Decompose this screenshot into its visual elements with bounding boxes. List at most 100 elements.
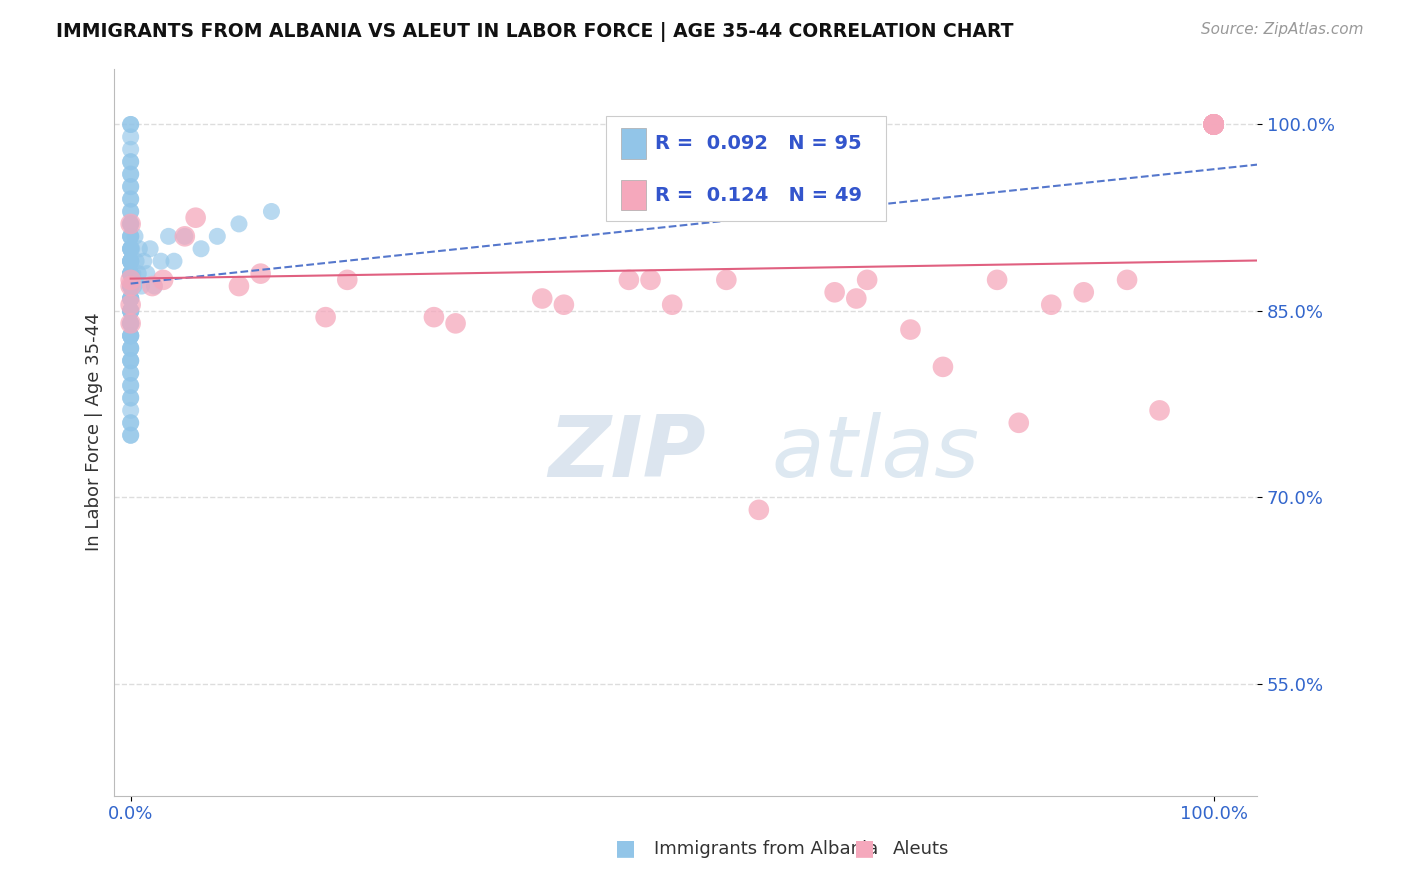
Point [661,298,683,312]
Point [120,378,142,392]
Point [120,378,142,392]
Point [149,254,172,268]
Point [932,359,955,374]
Point [127,267,149,281]
Bar [620,180,645,211]
Point [143,279,166,293]
Point [1202,118,1225,132]
Point [120,242,142,256]
Text: Immigrants from Albania: Immigrants from Albania [654,840,877,858]
Point [120,317,142,331]
Point [157,229,180,244]
Point [1202,118,1225,132]
Text: Aleuts: Aleuts [893,840,949,858]
Point [120,204,142,219]
Text: R =  0.124   N = 49: R = 0.124 N = 49 [655,186,862,204]
Point [173,229,195,244]
Point [228,279,250,293]
Point [748,503,770,517]
Point [120,267,142,281]
Point [120,254,142,268]
Point [120,154,142,169]
Point [120,118,142,132]
FancyBboxPatch shape [606,116,886,221]
Point [1202,118,1225,132]
Point [856,273,879,287]
Point [190,242,212,256]
Point [120,179,142,194]
Point [120,428,142,442]
Point [1202,118,1225,132]
Point [120,328,142,343]
Point [120,267,142,281]
Point [120,328,142,343]
Text: Source: ZipAtlas.com: Source: ZipAtlas.com [1201,22,1364,37]
Point [120,428,142,442]
Point [120,267,142,281]
Point [120,279,142,293]
Text: ■: ■ [616,838,636,858]
Point [120,366,142,380]
Point [120,229,142,244]
Point [120,341,142,355]
Point [120,328,142,343]
Point [1116,273,1139,287]
Point [640,273,662,287]
Y-axis label: In Labor Force | Age 35-44: In Labor Force | Age 35-44 [86,313,103,551]
Point [1202,118,1225,132]
Point [120,298,142,312]
Point [131,279,153,293]
Point [1008,416,1031,430]
Point [120,292,142,306]
Point [120,403,142,417]
Point [120,267,142,281]
Point [120,292,142,306]
Point [120,341,142,355]
Point [120,254,142,268]
Point [120,129,142,144]
Text: IMMIGRANTS FROM ALBANIA VS ALEUT IN LABOR FORCE | AGE 35-44 CORRELATION CHART: IMMIGRANTS FROM ALBANIA VS ALEUT IN LABO… [56,22,1014,42]
Point [1202,118,1225,132]
Point [120,242,142,256]
Point [824,285,846,300]
Point [120,304,142,318]
Point [120,179,142,194]
Point [1202,118,1225,132]
Point [120,167,142,181]
Point [120,279,142,293]
Point [120,353,142,368]
Point [120,254,142,268]
Bar [620,128,645,159]
Point [531,292,554,306]
Point [152,273,174,287]
Point [120,292,142,306]
Point [1202,118,1225,132]
Point [1202,118,1225,132]
Point [120,154,142,169]
Point [1202,118,1225,132]
Point [120,292,142,306]
Point [986,273,1008,287]
Point [120,328,142,343]
Point [120,229,142,244]
Point [184,211,207,225]
Point [315,310,337,325]
Point [122,279,145,293]
Point [120,267,142,281]
Point [163,254,186,268]
Point [120,279,142,293]
Point [336,273,359,287]
Point [1202,118,1225,132]
Point [120,353,142,368]
Text: ZIP: ZIP [548,412,706,495]
Point [120,217,142,231]
Point [120,304,142,318]
Point [120,118,142,132]
Point [120,273,142,287]
Point [124,229,146,244]
Point [120,217,142,231]
Point [120,366,142,380]
Point [444,317,467,331]
Point [228,217,250,231]
Point [120,317,142,331]
